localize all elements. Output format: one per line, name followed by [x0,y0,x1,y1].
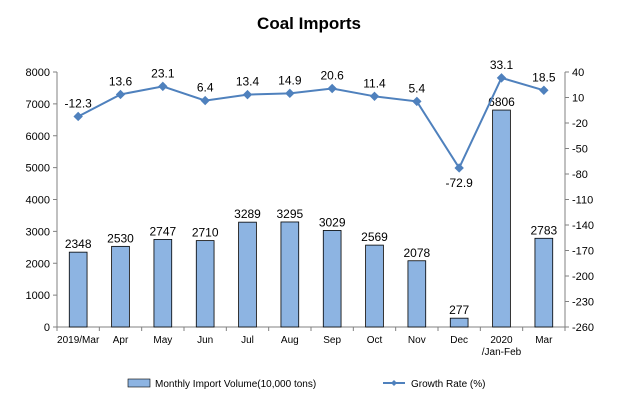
left-tick-label: 6000 [26,131,50,143]
x-tick-label: 2020/Jan-Feb [482,335,522,358]
left-tick-label: 2000 [26,258,50,270]
line-point [539,85,549,95]
x-tick-label: Mar [535,335,553,346]
line-data-label: 13.6 [109,74,133,88]
line-data-label: 20.6 [320,68,344,82]
line-data-label: 13.4 [236,75,260,89]
right-tick-label: -110 [572,195,593,207]
line-data-label: 11.4 [363,76,386,90]
bar [68,251,88,328]
line-point [327,83,337,94]
bar [492,109,511,328]
bar [153,239,173,328]
left-tick-label: 3000 [26,226,50,238]
bar-data-label: 2569 [361,230,388,244]
bar [534,237,554,328]
line-point [454,163,464,173]
bar [238,221,257,328]
right-tick-label: -20 [572,118,588,130]
right-tick-label: -50 [572,144,588,156]
legend-bar-label: Monthly Import Volume(10,000 tons) [155,379,316,390]
growth-rate-line [77,76,545,171]
left-tick-label: 7000 [26,99,50,111]
bar [195,240,215,328]
line-data-label: 33.1 [490,58,514,72]
x-tick-label: Oct [367,335,383,346]
right-tick-label: -260 [572,322,594,334]
line-data-label: 18.5 [532,70,556,84]
left-tick-label: 5000 [26,163,50,175]
chart-title: Coal Imports [257,14,361,33]
line-data-label: 5.4 [408,81,425,95]
left-tick-label: 1000 [26,290,50,302]
line-point [369,91,380,102]
x-tick-label: Apr [113,335,129,346]
legend-bar-swatch [127,378,151,388]
bar [111,245,130,328]
right-tick-label: -80 [572,169,588,181]
right-tick-label: 40 [572,67,584,79]
line-data-label: 6.4 [197,81,214,95]
line-data-label: -72.9 [445,176,473,190]
left-tick-label: 4000 [26,195,50,207]
bar-data-label: 277 [449,303,469,317]
x-tick-label: Aug [281,335,299,346]
x-tick-label: Jul [241,335,254,346]
left-tick-label: 0 [44,322,50,334]
bar-data-label: 3029 [319,215,346,229]
line-data-label: -12.3 [64,96,92,110]
right-tick-label: 10 [572,93,584,105]
left-tick-label: 8000 [26,67,50,79]
line-point [496,73,507,83]
x-tick-label: Jun [197,335,213,346]
x-tick-label: 2019/Mar [57,335,100,346]
right-tick-label: -230 [572,297,594,309]
bar-data-label: 2710 [192,226,219,240]
bar-data-label: 2078 [403,246,430,260]
line-point [115,89,126,100]
bar [365,244,384,328]
bar-data-label: 3289 [234,207,261,221]
bar-data-label: 2747 [149,224,176,238]
legend-line-label: Growth Rate (%) [411,379,485,390]
right-tick-label: -170 [572,246,594,258]
x-tick-label: Dec [450,335,468,346]
line-point [242,89,253,100]
bar-data-label: 2348 [65,237,92,251]
bar-data-label: 2530 [107,231,134,245]
line-point [158,81,168,92]
line-point [200,95,210,106]
x-tick-label: Nov [408,335,426,346]
bar-data-label: 2783 [530,223,557,237]
x-tick-label: May [153,335,172,346]
bar [449,317,469,328]
line-data-label: 23.1 [151,66,175,80]
line-point [73,111,83,122]
bar-data-label: 6806 [488,95,515,109]
bar [407,260,427,328]
bar-data-label: 3295 [276,207,303,221]
line-point [412,96,422,107]
legend-line-marker [391,380,397,386]
bar [322,230,342,328]
right-tick-label: -200 [572,271,594,283]
line-data-label: 14.9 [278,73,302,87]
bar [280,221,300,328]
x-tick-label: Sep [323,335,341,346]
right-tick-label: -140 [572,220,594,232]
line-point [285,88,295,99]
